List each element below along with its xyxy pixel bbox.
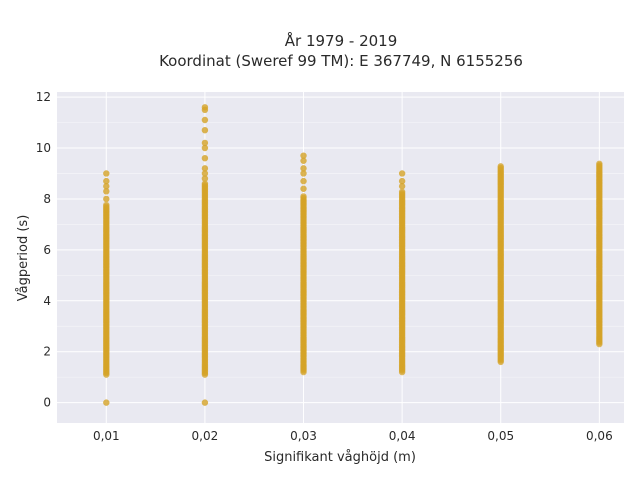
- data-point-outlier: [398, 177, 406, 185]
- data-point-outlier: [103, 399, 110, 406]
- x-tick-label: 0,05: [487, 429, 514, 443]
- data-point: [103, 201, 110, 209]
- data-point-outlier: [103, 177, 110, 185]
- data-points: [103, 104, 603, 406]
- x-tick-label: 0,04: [389, 429, 416, 443]
- data-point: [398, 188, 406, 196]
- data-point-outlier: [300, 177, 307, 185]
- x-tick-label: 0,01: [93, 429, 120, 443]
- data-point-outlier: [201, 104, 209, 111]
- chart-title-line-1: År 1979 - 2019: [285, 31, 398, 50]
- data-point: [300, 193, 307, 200]
- data-point: [497, 163, 504, 170]
- data-point-outlier: [201, 155, 209, 162]
- x-tick-label: 0,06: [586, 429, 613, 443]
- data-point-outlier: [201, 170, 209, 177]
- data-point-outlier: [103, 183, 110, 190]
- y-tick-label: 0: [43, 396, 51, 410]
- x-tick-label: 0,02: [192, 429, 219, 443]
- y-tick-label: 2: [43, 345, 51, 359]
- data-point-outlier: [201, 175, 209, 182]
- data-point-outlier: [201, 399, 209, 406]
- data-point-outlier: [300, 170, 307, 177]
- y-tick-label: 4: [43, 294, 51, 308]
- data-point-outlier: [300, 165, 307, 172]
- x-axis-ticks: 0,01 0,02 0,03 0,04 0,05 0,06: [93, 429, 613, 443]
- y-tick-label: 12: [36, 90, 51, 104]
- y-tick-label: 10: [36, 141, 51, 155]
- data-point-outlier: [103, 170, 110, 177]
- y-tick-label: 6: [43, 243, 51, 257]
- data-point-outlier: [300, 152, 307, 159]
- data-point-outlier: [201, 165, 209, 172]
- y-axis-label: Vågperiod (s): [16, 215, 31, 302]
- x-axis-label: Signifikant våghöjd (m): [264, 450, 416, 465]
- data-point-outlier: [300, 185, 307, 192]
- data-point-outlier: [201, 126, 209, 134]
- plot-area: [57, 92, 624, 423]
- data-point-outlier: [300, 157, 307, 164]
- y-axis-ticks: 0 2 4 6 8 10 12: [36, 90, 51, 410]
- chart-title-line-2: Koordinat (Sweref 99 TM): E 367749, N 61…: [159, 52, 523, 70]
- data-point-outlier: [103, 195, 110, 203]
- data-point-outlier: [398, 170, 406, 177]
- x-tick-label: 0,03: [290, 429, 317, 443]
- data-point-outlier: [201, 139, 209, 147]
- data-point: [201, 180, 209, 187]
- data-point-outlier: [103, 188, 110, 195]
- data-point-outlier: [201, 116, 209, 124]
- data-point-outlier: [201, 144, 209, 152]
- y-tick-label: 8: [43, 192, 51, 206]
- data-point: [596, 160, 603, 168]
- data-point-outlier: [398, 183, 406, 190]
